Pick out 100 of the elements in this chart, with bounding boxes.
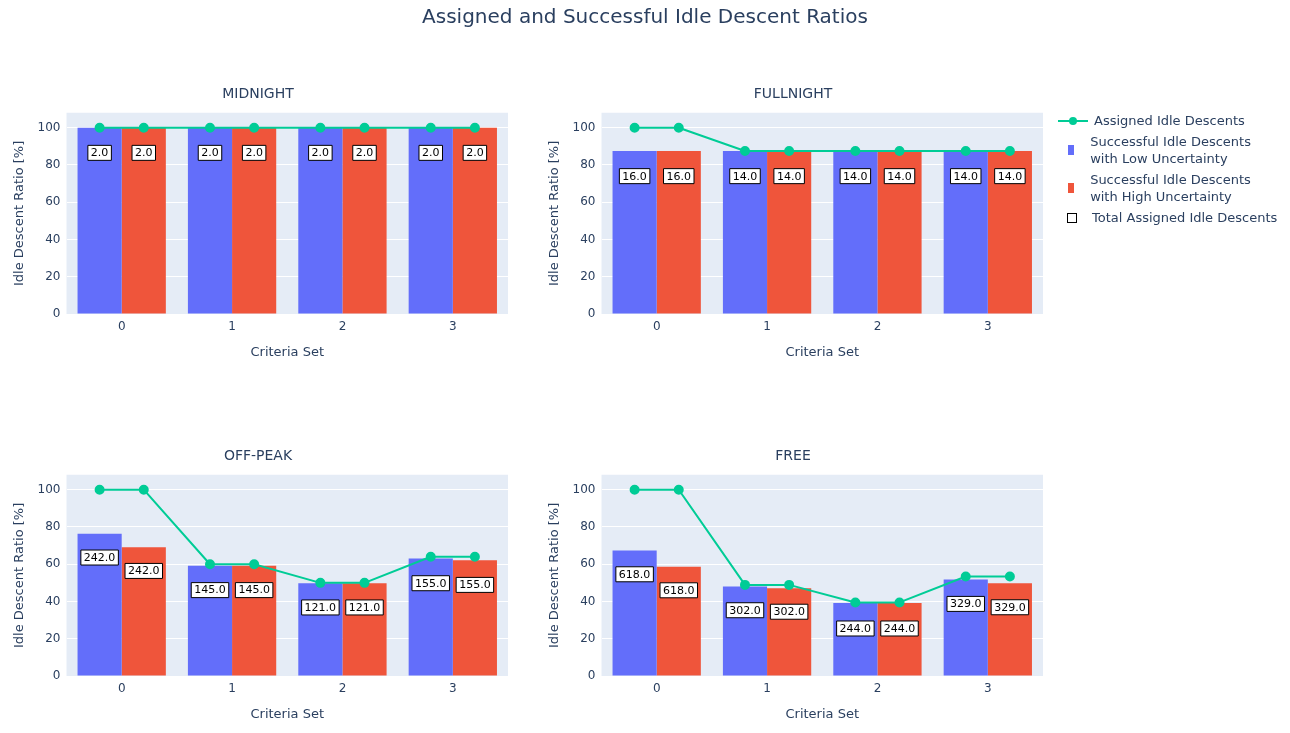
x-tick-label: 1 [763, 681, 771, 696]
x-axis-title: Criteria Set [250, 343, 325, 359]
annotation: 242.0 [83, 550, 116, 564]
annotation: 14.0 [732, 169, 758, 183]
annotation: 145.0 [238, 583, 270, 597]
chart-title: FREE [775, 447, 811, 464]
y-tick-label: 20 [580, 268, 596, 283]
annotation: 2.0 [311, 146, 330, 160]
point [425, 551, 436, 562]
x-tick-label: 3 [983, 319, 992, 334]
legend-label: Total Assigned Idle Descents [1092, 209, 1278, 226]
y-axis-title: Idle Descent Ratio [%] [11, 140, 27, 287]
annotation: 2.0 [90, 146, 109, 160]
annotation: 302.0 [729, 603, 761, 617]
point [204, 559, 215, 570]
x-axis-title: Criteria Set [785, 705, 860, 721]
x-tick-label: 0 [652, 319, 661, 334]
annotation: 14.0 [997, 169, 1023, 183]
legend-label: Successful Idle Descents with Low Uncertainty [1090, 133, 1252, 167]
point [673, 484, 684, 495]
y-tick-label: 20 [45, 630, 61, 645]
y-tick-label: 80 [45, 157, 61, 172]
point [960, 571, 971, 582]
x-tick-label: 3 [448, 681, 457, 696]
point [138, 484, 149, 495]
annotation: 145.0 [194, 583, 226, 597]
x-tick-label: 1 [763, 319, 771, 334]
y-tick-label: 40 [45, 593, 61, 608]
annotation: 14.0 [887, 169, 912, 183]
y-tick-label: 20 [580, 630, 596, 645]
y-tick-label: 60 [45, 194, 61, 209]
chart-title: FULLNIGHT [753, 85, 833, 102]
x-tick-label: 0 [652, 681, 661, 696]
x-tick-label: 1 [228, 319, 236, 334]
legend-label: Assigned Idle Descents [1094, 112, 1245, 129]
annotation: 121.0 [304, 600, 337, 614]
chart-title: OFF-PEAK [223, 447, 293, 464]
point [629, 484, 640, 495]
y-tick-label: 20 [45, 268, 61, 283]
annotation: 14.0 [776, 169, 802, 183]
annotation: 2.0 [421, 146, 440, 160]
y-tick-label: 40 [580, 231, 596, 246]
annotation: 14.0 [953, 169, 978, 183]
x-tick-label: 1 [228, 681, 236, 696]
text: Assigned and Successful Idle Descent Ratios [421, 4, 869, 28]
annotation: 2.0 [135, 146, 153, 160]
annotation: 121.0 [348, 600, 381, 614]
y-tick-label: 100 [37, 119, 61, 134]
y-tick-label: 100 [572, 481, 596, 496]
annotation: 155.0 [459, 578, 491, 592]
y-axis-title: Idle Descent Ratio [%] [546, 502, 562, 649]
annotation: 14.0 [843, 169, 868, 183]
y-tick-label: 0 [587, 306, 596, 321]
y-tick-label: 0 [52, 306, 61, 321]
bar [121, 547, 166, 676]
point [469, 551, 480, 562]
x-tick-label: 2 [873, 681, 882, 696]
annotation: 155.0 [414, 576, 447, 590]
y-tick-label: 60 [580, 194, 596, 209]
x-axis-title: Criteria Set [250, 705, 325, 721]
annotation: 2.0 [201, 146, 219, 160]
annotation: 16.0 [666, 169, 692, 183]
annotation: 242.0 [128, 564, 160, 578]
y-tick-label: 40 [580, 593, 596, 608]
bar [612, 550, 657, 676]
y-tick-label: 80 [580, 157, 596, 172]
point [359, 577, 370, 588]
point [94, 484, 105, 495]
x-tick-label: 2 [873, 319, 882, 334]
annotation: 244.0 [883, 621, 916, 635]
point [315, 577, 326, 588]
chart-title: MIDNIGHT [222, 85, 295, 102]
point [894, 597, 905, 608]
x-axis-title: Criteria Set [785, 343, 860, 359]
x-tick-label: 2 [338, 681, 347, 696]
x-tick-label: 2 [338, 319, 347, 334]
y-tick-label: 100 [37, 481, 61, 496]
bar [77, 533, 122, 676]
bar [452, 560, 497, 676]
annotation: 16.0 [622, 169, 647, 183]
annotation: 329.0 [949, 597, 982, 611]
legend-label: Successful Idle Descents with High Uncertainty [1090, 171, 1252, 205]
bar [408, 558, 453, 676]
y-tick-label: 0 [52, 668, 61, 683]
y-tick-label: 80 [580, 519, 596, 534]
point [249, 559, 260, 570]
annotation: 244.0 [839, 621, 872, 635]
annotation: 329.0 [994, 600, 1026, 614]
y-tick-label: 0 [587, 668, 596, 683]
annotation: 2.0 [355, 146, 374, 160]
x-tick-label: 0 [117, 681, 126, 696]
x-tick-label: 0 [117, 319, 126, 334]
annotation: 2.0 [245, 146, 263, 160]
annotation: 618.0 [663, 583, 695, 597]
y-axis-title: Idle Descent Ratio [%] [546, 140, 562, 287]
point [1004, 571, 1015, 582]
y-tick-label: 80 [45, 519, 61, 534]
y-tick-label: 100 [572, 119, 596, 134]
annotation: 302.0 [773, 605, 805, 619]
point [850, 597, 861, 608]
